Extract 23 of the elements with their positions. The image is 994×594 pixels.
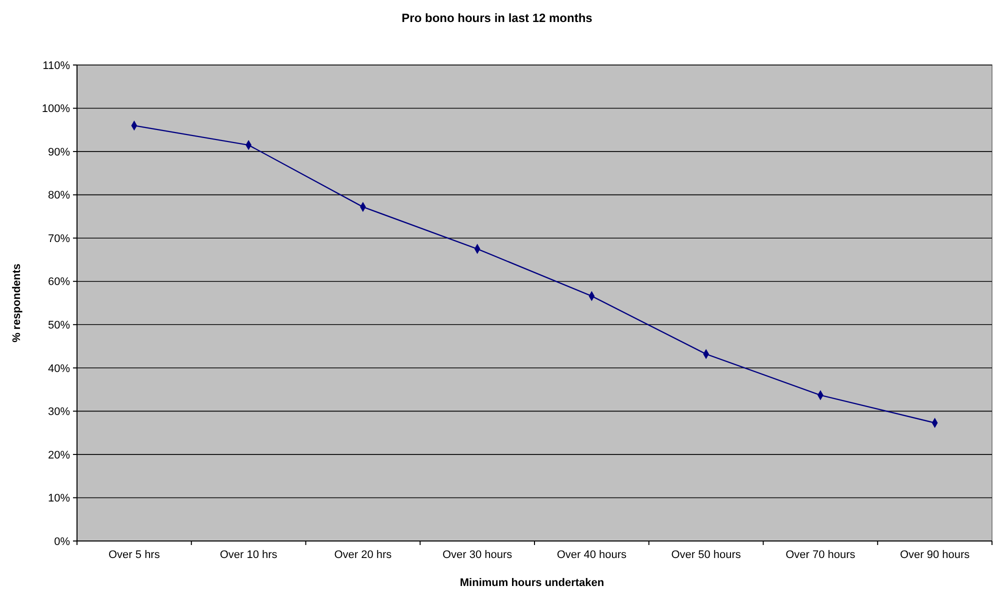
y-tick-label: 60% (48, 276, 70, 288)
x-tick-label: Over 10 hrs (220, 549, 278, 561)
y-axis-title: % respondents (11, 264, 23, 342)
y-tick-label: 50% (48, 319, 70, 332)
x-tick-label: Over 40 hours (556, 549, 628, 561)
x-tick-label: Over 20 hrs (334, 549, 392, 561)
y-tick-label: 70% (48, 232, 70, 245)
x-tick-label: Over 5 hrs (108, 549, 160, 561)
chart-title: Pro bono hours in last 12 months (402, 11, 593, 25)
x-tick-label: Over 90 hours (900, 549, 970, 561)
y-tick-label: 40% (48, 362, 70, 375)
x-tick-label: Over 30 hours (442, 549, 513, 561)
x-tick-label: Over 50 hours (671, 549, 742, 561)
y-tick-label: 20% (48, 449, 70, 462)
y-tick-label: 0% (54, 536, 70, 548)
x-tick-label: Over 70 hours (786, 549, 856, 561)
y-tick-label: 10% (48, 492, 70, 505)
y-tick-label: 110% (42, 60, 70, 72)
x-axis-title: Minimum hours undertaken (460, 577, 604, 589)
y-tick-label: 100% (42, 103, 70, 116)
y-tick-label: 90% (48, 146, 70, 158)
y-tick-label: 30% (48, 406, 70, 418)
y-tick-label: 80% (48, 190, 70, 202)
